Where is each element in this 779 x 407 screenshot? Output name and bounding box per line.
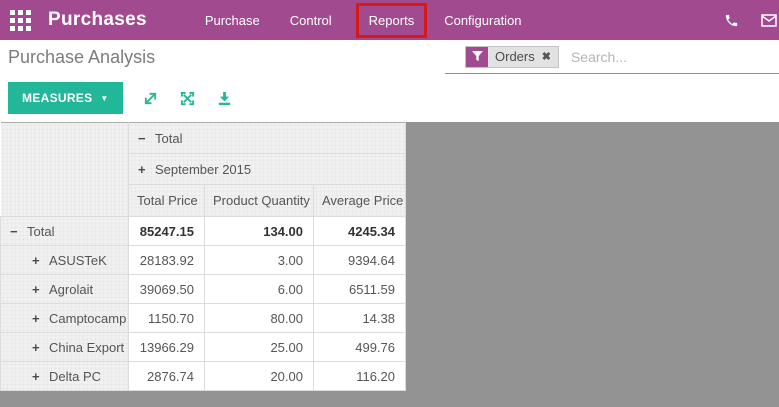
apps-menu-icon[interactable] — [10, 10, 31, 31]
systray — [724, 13, 777, 28]
pivot-row-delta-pc: +Delta PC 2876.74 20.00 116.20 — [1, 362, 406, 391]
pivot-row-china-export: +China Export 13966.29 25.00 499.76 — [1, 333, 406, 362]
measure-header-total-price[interactable]: Total Price — [129, 185, 205, 217]
flip-axis-icon[interactable] — [143, 91, 158, 106]
download-icon[interactable] — [217, 91, 232, 106]
pivot-toolbar — [143, 91, 232, 106]
cell-value: 4245.34 — [314, 217, 406, 246]
collapse-icon[interactable]: − — [10, 224, 27, 239]
pivot-row-total: −Total 85247.15 134.00 4245.34 — [1, 217, 406, 246]
menu-purchase[interactable]: Purchase — [205, 13, 260, 28]
row-label-total[interactable]: −Total — [1, 217, 129, 246]
col-group-month[interactable]: +September 2015 — [129, 154, 406, 185]
expand-icon[interactable]: + — [32, 340, 49, 355]
cell-value: 6.00 — [205, 275, 314, 304]
pivot-row-agrolait: +Agrolait 39069.50 6.00 6511.59 — [1, 275, 406, 304]
pivot-row-camptocamp: +Camptocamp 1150.70 80.00 14.38 — [1, 304, 406, 333]
app-title: Purchases — [48, 9, 147, 31]
cell-value: 39069.50 — [129, 275, 205, 304]
row-label-camptocamp[interactable]: +Camptocamp — [1, 304, 129, 333]
control-panel-buttons: MEASURES▼ — [0, 74, 779, 122]
cell-value: 80.00 — [205, 304, 314, 333]
measure-header-average-price[interactable]: Average Price — [314, 185, 406, 217]
search-input[interactable] — [571, 49, 779, 65]
messages-icon[interactable] — [761, 14, 777, 27]
cell-value: 20.00 — [205, 362, 314, 391]
row-label-delta-pc[interactable]: +Delta PC — [1, 362, 129, 391]
cell-value: 85247.15 — [129, 217, 205, 246]
col-group-total[interactable]: −Total — [129, 123, 406, 154]
cell-value: 499.76 — [314, 333, 406, 362]
row-label-asustek[interactable]: +ASUSTeK — [1, 246, 129, 275]
cell-value: 1150.70 — [129, 304, 205, 333]
filter-funnel-icon — [466, 47, 488, 67]
expand-icon[interactable]: + — [32, 311, 49, 326]
expand-all-icon[interactable] — [180, 91, 195, 106]
row-label-agrolait[interactable]: +Agrolait — [1, 275, 129, 304]
cell-value: 25.00 — [205, 333, 314, 362]
collapse-icon[interactable]: − — [138, 131, 155, 146]
cell-value: 9394.64 — [314, 246, 406, 275]
cell-value: 116.20 — [314, 362, 406, 391]
expand-icon[interactable]: + — [138, 162, 155, 177]
cell-value: 28183.92 — [129, 246, 205, 275]
pivot-row-asustek: +ASUSTeK 28183.92 3.00 9394.64 — [1, 246, 406, 275]
facet-label: Orders — [495, 49, 535, 64]
cell-value: 2876.74 — [129, 362, 205, 391]
main-menu: Purchase Control Reports Configuration — [205, 3, 522, 38]
cell-value: 6511.59 — [314, 275, 406, 304]
cell-value: 3.00 — [205, 246, 314, 275]
menu-configuration[interactable]: Configuration — [444, 13, 521, 28]
row-label-china-export[interactable]: +China Export — [1, 333, 129, 362]
page-title: Purchase Analysis — [8, 47, 155, 68]
cell-value: 134.00 — [205, 217, 314, 246]
menu-control[interactable]: Control — [290, 13, 332, 28]
content-backdrop: −Total +September 2015 Total Price Produ… — [0, 122, 779, 407]
expand-icon[interactable]: + — [32, 282, 49, 297]
pivot-table: −Total +September 2015 Total Price Produ… — [0, 122, 406, 391]
control-panel-top: Purchase Analysis Orders ✖ — [0, 40, 779, 74]
caret-down-icon: ▼ — [100, 94, 108, 103]
cell-value: 14.38 — [314, 304, 406, 333]
facet-remove-icon[interactable]: ✖ — [542, 50, 551, 63]
measure-header-product-quantity[interactable]: Product Quantity — [205, 185, 314, 217]
expand-icon[interactable]: + — [32, 369, 49, 384]
pivot-corner-cell — [1, 123, 129, 217]
cell-value: 13966.29 — [129, 333, 205, 362]
measures-button[interactable]: MEASURES▼ — [8, 82, 123, 114]
top-navbar: Purchases Purchase Control Reports Confi… — [0, 0, 779, 40]
search-bar[interactable]: Orders ✖ — [445, 40, 779, 74]
phone-icon[interactable] — [724, 13, 739, 28]
expand-icon[interactable]: + — [32, 253, 49, 268]
filter-facet: Orders ✖ — [465, 46, 559, 68]
menu-reports[interactable]: Reports — [356, 3, 428, 38]
